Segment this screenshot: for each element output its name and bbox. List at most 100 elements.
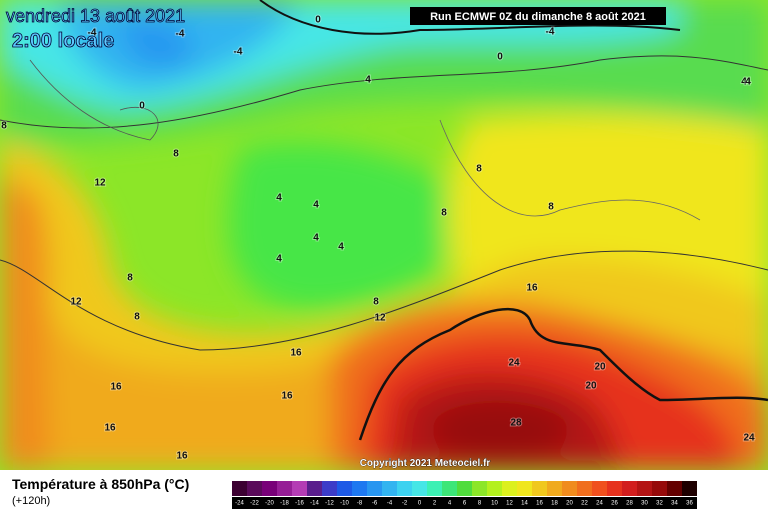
colorbar-swatch <box>382 481 397 496</box>
run-box <box>410 7 666 25</box>
colorbar-swatch <box>487 481 502 496</box>
colorbar-tick-bg <box>232 497 247 509</box>
copyright: Copyright 2021 Meteociel.fr <box>360 458 491 469</box>
colorbar-swatch <box>442 481 457 496</box>
colorbar-tick-label: -12 <box>325 501 334 507</box>
colorbar-tick-bg <box>592 497 607 509</box>
legend-lead: (+120h) <box>12 495 50 507</box>
colorbar-swatch <box>532 481 547 496</box>
colorbar-tick-label: -8 <box>357 501 363 507</box>
map-date: vendredi 13 août 2021 <box>6 6 185 26</box>
colorbar-swatch <box>652 481 667 496</box>
contour-label: 16 <box>281 391 293 402</box>
run-label: Run ECMWF 0Z du dimanche 8 août 2021 <box>430 11 646 23</box>
contour-label: 12 <box>70 297 82 308</box>
contour-label: -4 <box>88 28 97 39</box>
contour-label: 16 <box>526 283 538 294</box>
contour-label: 24 <box>508 358 520 369</box>
contour-label: -4 <box>176 29 185 40</box>
contour-label: 4 <box>338 242 344 253</box>
colorbar-tick-label: -18 <box>280 501 289 507</box>
colorbar-swatch <box>472 481 487 496</box>
isotherm-12 <box>0 250 768 351</box>
contour-label: 4 <box>276 193 282 204</box>
colorbar-tick-label: -22 <box>250 501 259 507</box>
contour-label: 0 <box>497 52 503 63</box>
colorbar-swatch <box>307 481 322 496</box>
contour-label: -4 <box>546 27 555 38</box>
colorbar-swatch <box>682 481 697 496</box>
coastline <box>29 59 159 141</box>
colorbar-tick-label: 16 <box>536 501 543 507</box>
contour-label: 16 <box>290 348 302 359</box>
contour-label: 8 <box>373 297 379 308</box>
colorbar-tick-bg <box>472 497 487 509</box>
colorbar-tick-bg <box>442 497 457 509</box>
colorbar-tick-bg <box>427 497 442 509</box>
colorbar-tick-bg <box>277 497 292 509</box>
colorbar-tick-label: 6 <box>463 501 467 507</box>
colorbar-swatch <box>637 481 652 496</box>
colorbar-tick-label: -16 <box>295 501 304 507</box>
colorbar-tick-label: 30 <box>641 501 648 507</box>
colorbar-tick-bg <box>322 497 337 509</box>
contour-label: 4 <box>313 233 319 244</box>
colorbar-tick-bg <box>307 497 322 509</box>
colorbar-swatch <box>367 481 382 496</box>
contour-label: 8 <box>548 202 554 213</box>
colorbar-tick-label: -10 <box>340 501 349 507</box>
colorbar-swatch <box>322 481 337 496</box>
contour-label: 28 <box>510 418 522 429</box>
contour-label: 4 <box>313 200 319 211</box>
colorbar-tick-bg <box>517 497 532 509</box>
contour-label: 16 <box>176 451 188 462</box>
colorbar-tick-label: -14 <box>310 501 319 507</box>
colorbar-swatch <box>607 481 622 496</box>
contour-label: -4 <box>234 47 243 58</box>
map-time: 2:00 locale <box>12 30 114 52</box>
colorbar-tick-bg <box>367 497 382 509</box>
contour-label: 4 <box>741 77 747 88</box>
colorbar-swatch <box>262 481 277 496</box>
colorbar-swatch <box>352 481 367 496</box>
colorbar-tick-bg <box>487 497 502 509</box>
colorbar-tick-label: 32 <box>656 501 663 507</box>
contour-label: 8 <box>127 273 133 284</box>
colorbar-swatch <box>502 481 517 496</box>
colorbar-tick-label: 8 <box>478 501 482 507</box>
contour-label: 24 <box>743 433 755 444</box>
colorbar-tick-bg <box>382 497 397 509</box>
colorbar-tick-bg <box>547 497 562 509</box>
colorbar-tick-bg <box>637 497 652 509</box>
colorbar: -24 -22 -20 -18 -16 -14 -12 -10 -8 -6 -4 -2 0 2 4 6 8 10 1… <box>232 481 697 509</box>
colorbar-tick-bg <box>607 497 622 509</box>
colorbar-swatch <box>667 481 682 496</box>
colorbar-swatch <box>547 481 562 496</box>
colorbar-tick-bg <box>682 497 697 509</box>
contour-label: 8 <box>134 312 140 323</box>
colorbar-tick-bg <box>532 497 547 509</box>
colorbar-tick-label: 36 <box>686 501 693 507</box>
colorbar-tick-label: -4 <box>387 501 393 507</box>
contour-label: 0 <box>315 15 321 26</box>
colorbar-tick-bg <box>652 497 667 509</box>
colorbar-swatch <box>592 481 607 496</box>
colorbar-tick-label: 10 <box>491 501 498 507</box>
isotherm-4 <box>0 55 768 129</box>
contour-label: 20 <box>585 381 597 392</box>
colorbar-tick-bg <box>247 497 262 509</box>
colorbar-tick-label: 28 <box>626 501 633 507</box>
contour-label: 4 <box>276 254 282 265</box>
colorbar-tick-bg <box>262 497 277 509</box>
colorbar-tick-bg <box>397 497 412 509</box>
contour-label: 12 <box>374 313 386 324</box>
coastline <box>439 119 701 221</box>
colorbar-tick-bg <box>502 497 517 509</box>
colorbar-swatch <box>562 481 577 496</box>
colorbar-swatch <box>292 481 307 496</box>
contour-label: 0 <box>139 101 145 112</box>
contour-label: 20 <box>594 362 606 373</box>
